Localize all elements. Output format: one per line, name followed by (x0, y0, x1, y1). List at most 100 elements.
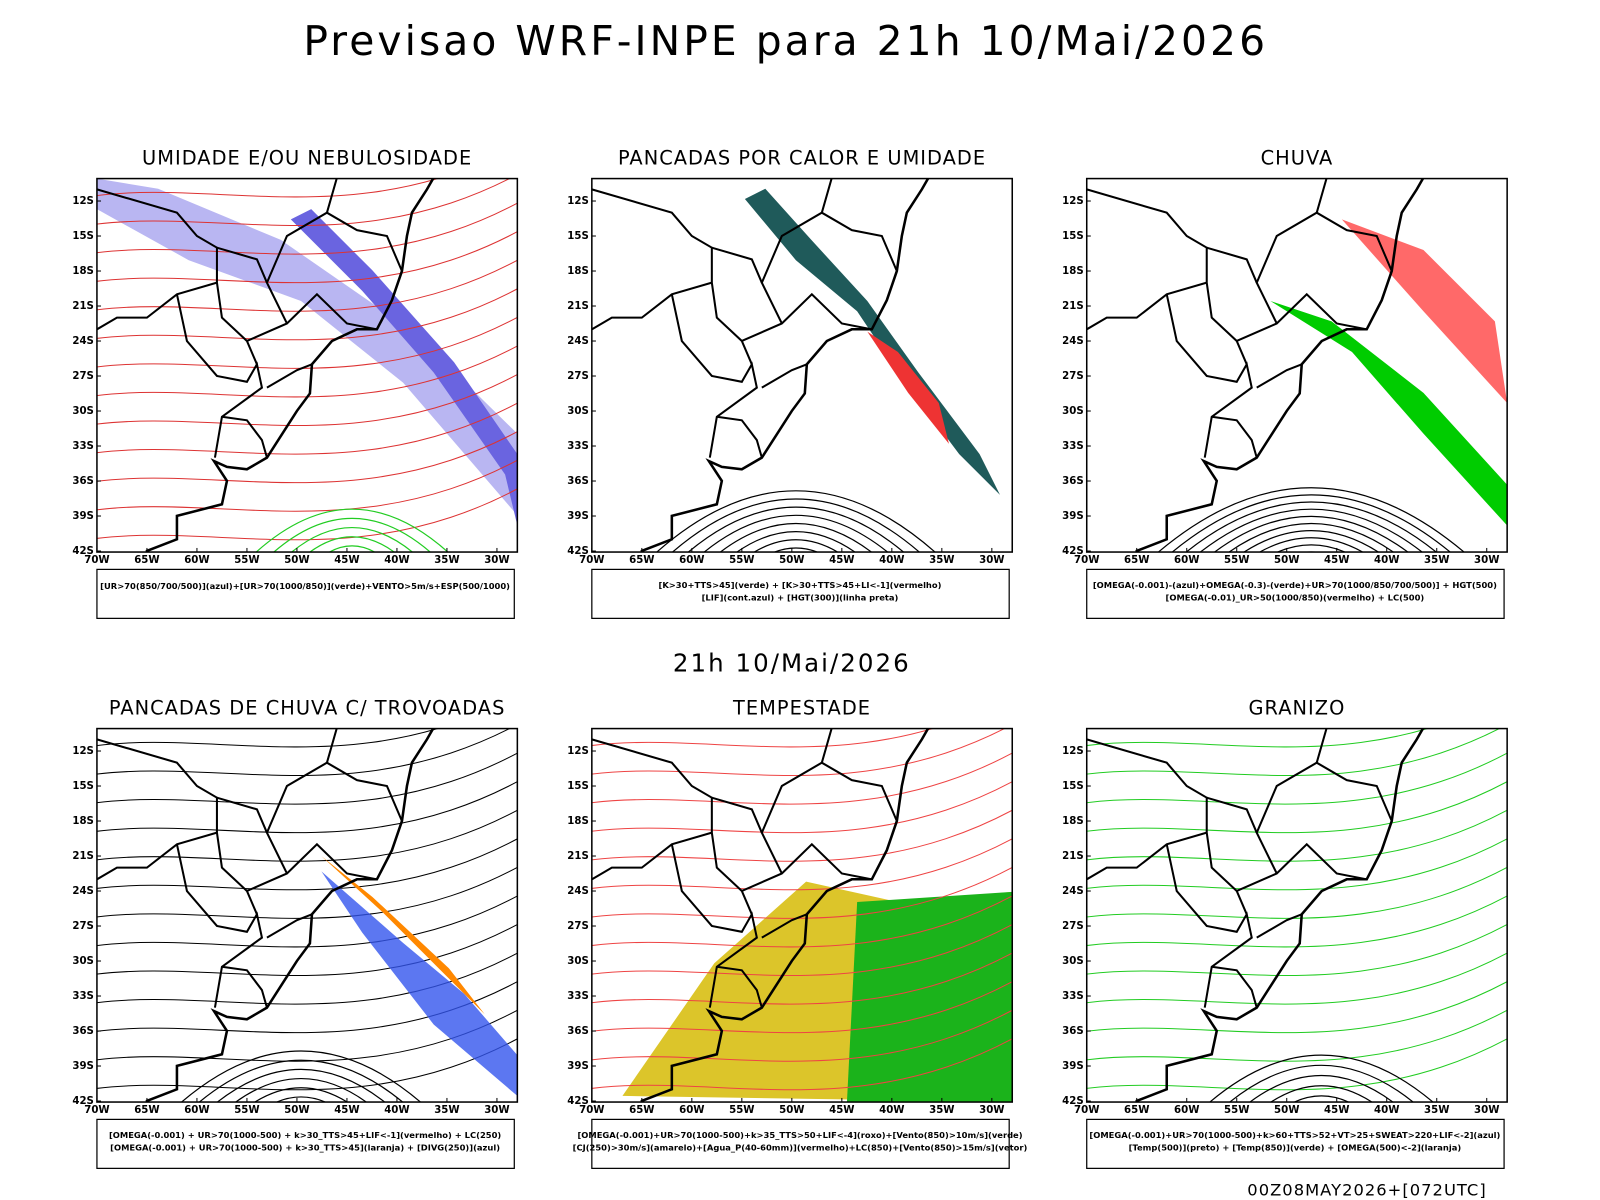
border (265, 178, 338, 324)
isoline (1249, 1074, 1394, 1103)
legend-text: [Temp(500)](preto) + [Temp(850)](verde) … (1129, 1142, 1462, 1152)
lat-label: 15S (567, 781, 589, 792)
legend-box (591, 568, 1010, 619)
isoline (290, 527, 414, 553)
map-panel: PANCADAS POR CALOR E UMIDADE 12S 15S 18S 21S… (567, 147, 1014, 619)
streamline (96, 459, 518, 512)
border (741, 292, 873, 342)
isoline (671, 498, 921, 553)
lat-label: 24S (72, 886, 94, 897)
streamline (591, 780, 1013, 834)
lat-label: 42S (1062, 546, 1084, 557)
border (1206, 796, 1258, 834)
streamline (96, 809, 518, 862)
isoline (1157, 487, 1465, 553)
lat-label: 36S (72, 476, 94, 487)
border (1316, 211, 1393, 272)
isoline (1213, 515, 1409, 553)
streamline (96, 488, 518, 541)
border (760, 178, 833, 324)
border (1236, 842, 1367, 892)
map-panel: GRANIZO 12S 15S 18S 21S 24S 27S 30S 33S 36S 39S 42S… (1062, 697, 1508, 1169)
lon-label: 50W (1274, 1105, 1299, 1116)
legend: [OMEGA(-0.001)+UR>70(1000-500)+k>35_TTS>… (573, 1118, 1028, 1169)
lat-label: 33S (1062, 991, 1084, 1002)
lat-label: 42S (567, 546, 589, 557)
lat-label: 33S (1062, 441, 1084, 452)
isoline (655, 490, 936, 553)
shaded-area (867, 331, 949, 444)
lat-label: 15S (72, 231, 94, 242)
lat-label: 12S (1062, 746, 1084, 757)
streamline (96, 752, 518, 805)
map-panel: TEMPESTADE 12S 15S 18S 21S 24S 27S 30S 33S 36S 39S… (567, 697, 1028, 1169)
footer: 00Z08MAY2026+[072UTC] (1247, 1180, 1486, 1199)
lat-label: 21S (567, 301, 589, 312)
streamline (1086, 980, 1508, 1034)
legend-text: [OMEGA(-0.001) + UR>70(1000-500) + k>30_… (110, 1142, 500, 1152)
lat-label: 36S (1062, 1026, 1084, 1037)
border (221, 415, 268, 458)
isoline (1209, 1054, 1434, 1103)
legend-text: [OMEGA(-0.01)_UR>50(1000/850)(vermelho) … (1166, 592, 1425, 602)
lon-label: 70W (579, 1105, 604, 1116)
streamline (96, 288, 518, 341)
border (96, 738, 258, 915)
lat-label: 39S (567, 1061, 589, 1072)
map-frame (591, 177, 1014, 553)
lon-label: 70W (1074, 1105, 1099, 1116)
streamline (96, 1038, 518, 1091)
panel-title: CHUVA (1261, 147, 1334, 170)
isoline (687, 506, 905, 553)
isoline (1270, 1085, 1373, 1103)
lat-label: 12S (72, 746, 94, 757)
streamline (96, 178, 511, 226)
streamline (1086, 728, 1501, 776)
border (821, 761, 898, 822)
isoline (255, 508, 449, 553)
map-area (591, 728, 1013, 1103)
streamline (1086, 728, 1429, 748)
lon-label: 45W (334, 555, 359, 566)
lon-label: 40W (879, 555, 904, 566)
isoline (1228, 522, 1395, 553)
lat-label: 33S (72, 441, 94, 452)
lon-label: 55W (729, 1105, 754, 1116)
streamline (1086, 838, 1508, 891)
isoline (1243, 530, 1380, 553)
border (1236, 292, 1367, 342)
lat-label: 30S (72, 956, 94, 967)
legend-text: [UR>70(850/700/500)](azul)+[UR>70(1000/8… (100, 581, 510, 591)
lat-label: 27S (1062, 921, 1084, 932)
main-title: Previsao WRF-INPE para 21h 10/Mai/2026 (303, 17, 1268, 65)
border (1211, 965, 1258, 1008)
lon-label: 30W (484, 555, 509, 566)
border (670, 294, 758, 458)
streamline (1086, 809, 1508, 862)
legend: [UR>70(850/700/500)](azul)+[UR>70(1000/8… (96, 568, 515, 619)
lat-label: 39S (1062, 511, 1084, 522)
lon-label: 50W (779, 555, 804, 566)
streamline (96, 202, 518, 255)
lon-label: 60W (184, 555, 209, 566)
lat-label: 33S (567, 991, 589, 1002)
isoline (254, 1087, 348, 1103)
border (96, 281, 218, 331)
lat-label: 27S (72, 371, 94, 382)
isoline (198, 1059, 404, 1103)
lon-label: 50W (284, 1105, 309, 1116)
streamline (591, 809, 1013, 862)
lat-label: 15S (1062, 781, 1084, 792)
lat-label: 36S (567, 1026, 589, 1037)
border (1086, 188, 1248, 365)
lat-label: 21S (72, 851, 94, 862)
border (1086, 281, 1208, 331)
streamline (96, 952, 518, 1005)
border (741, 842, 873, 892)
lon-label: 60W (679, 555, 704, 566)
isoline (773, 547, 819, 553)
isoline (1185, 501, 1437, 553)
lon-label: 40W (1374, 1105, 1399, 1116)
map-frame (591, 727, 1014, 1103)
lat-label: 12S (72, 196, 94, 207)
